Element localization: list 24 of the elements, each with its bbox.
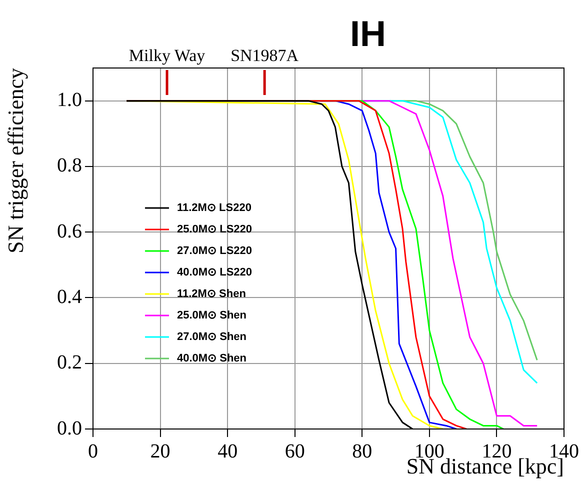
y-tick-label: 1.0	[57, 89, 82, 112]
legend-label: 27.0M⊙ LS220	[177, 245, 252, 258]
x-tick-label: 60	[284, 440, 305, 462]
y-tick-label: 0.2	[57, 352, 82, 374]
legend-label: 25.0M⊙ LS220	[177, 224, 252, 236]
legend-label: 40.0M⊙ LS220	[177, 266, 252, 279]
x-tick-label: 40	[218, 440, 238, 462]
x-tick-label: 120	[482, 440, 512, 462]
x-tick-label: 0	[88, 440, 98, 462]
y-tick-label: 0.8	[57, 154, 82, 177]
y-axis-title: SN trigger efficiency	[2, 68, 28, 254]
x-tick-label: 20	[150, 440, 170, 462]
y-tick-label: 0.4	[57, 286, 82, 308]
y-tick-label: 0.0	[57, 417, 82, 440]
ref-line-label: Milky Way	[128, 46, 206, 65]
x-tick-label: 80	[352, 440, 372, 462]
legend-label: 11.2M⊙ Shen	[177, 288, 246, 300]
legend-label: 25.0M⊙ Shen	[177, 310, 247, 322]
y-tick-label: 0.6	[57, 220, 82, 242]
legend-label: 27.0M⊙ Shen	[177, 331, 247, 344]
chart-title: IH	[350, 13, 386, 54]
legend-label: 40.0M⊙ Shen	[177, 352, 247, 365]
legend-label: 11.2M⊙ LS220	[177, 202, 252, 214]
ref-line-label: SN1987A	[230, 46, 300, 65]
